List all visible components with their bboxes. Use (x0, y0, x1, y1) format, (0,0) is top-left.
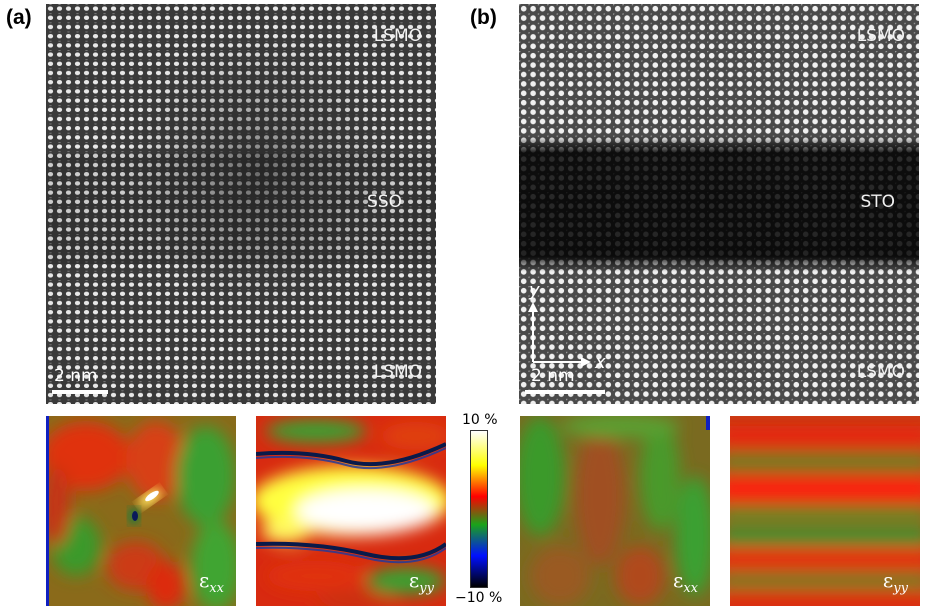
lattice-image-a (46, 4, 436, 404)
panel-b-letter: (b) (470, 6, 497, 29)
strain-label-exx-b: εxx (672, 568, 698, 596)
axis-label-y: y (529, 280, 540, 301)
strain-map-eyy-a: εyy (256, 416, 446, 606)
layer-label-bottom-b: LSMO (856, 362, 905, 382)
micrograph-a: LSMO SSO LSMO 2 nm (46, 4, 436, 404)
strain-map-eyy-b: εyy (730, 416, 920, 606)
layer-label-middle-a: SSO (367, 192, 402, 212)
strain-map-exx-b: εxx (520, 416, 710, 606)
layer-label-top-b: LSMO (856, 26, 905, 46)
panel-a-letter: (a) (6, 6, 32, 29)
strain-label-eyy-b: εyy (882, 568, 908, 596)
strain-label-exx-a: εxx (198, 568, 224, 596)
coordinate-axes-icon (528, 302, 591, 367)
colorbar-min-label: −10 % (455, 590, 503, 606)
scale-bar-label-a: 2 nm (54, 366, 98, 386)
scale-bar-label-b: 2 nm (531, 366, 575, 386)
strain-label-eyy-a: εyy (408, 568, 434, 596)
scale-bar-b (525, 390, 605, 394)
lattice-image-b (519, 4, 919, 404)
colorbar-max-label: 10 % (462, 412, 498, 428)
scale-bar-a (52, 390, 108, 394)
layer-label-middle-b: STO (860, 192, 895, 212)
layer-label-bottom-a: LSMO (373, 362, 422, 382)
strain-map-exx-a: εxx (46, 416, 236, 606)
colorbar (470, 430, 488, 588)
micrograph-b: LSMO STO LSMO 2 nm y x (519, 4, 919, 404)
axis-label-x: x (595, 352, 606, 373)
layer-label-top-a: LSMO (373, 26, 422, 46)
